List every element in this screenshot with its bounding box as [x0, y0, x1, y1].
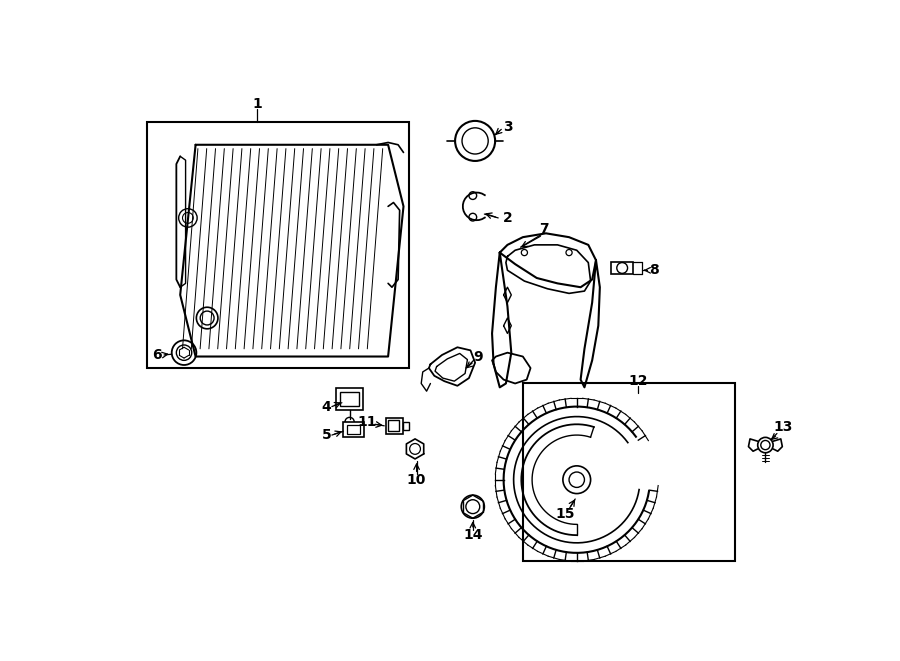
Text: 12: 12	[628, 374, 648, 388]
Bar	[343, 422, 364, 438]
Text: 4: 4	[321, 399, 331, 414]
Bar	[611, 262, 633, 274]
Bar	[340, 392, 359, 406]
Text: 6: 6	[152, 348, 162, 362]
Bar	[386, 418, 402, 434]
Text: 9: 9	[473, 350, 483, 364]
Text: 7: 7	[540, 223, 549, 237]
Text: 15: 15	[555, 508, 575, 522]
Text: 10: 10	[407, 473, 427, 486]
Bar	[402, 422, 409, 430]
Text: 8: 8	[649, 263, 659, 277]
Bar	[388, 420, 399, 431]
Bar	[523, 383, 734, 561]
Text: 1: 1	[252, 97, 262, 111]
Text: 3: 3	[502, 120, 512, 134]
Bar	[147, 122, 409, 368]
Text: 13: 13	[773, 420, 793, 434]
Text: 5: 5	[321, 428, 331, 442]
Text: 2: 2	[502, 211, 512, 225]
Bar	[346, 425, 360, 434]
Text: 14: 14	[463, 528, 482, 542]
Text: 11: 11	[357, 415, 377, 429]
Bar	[336, 388, 364, 410]
